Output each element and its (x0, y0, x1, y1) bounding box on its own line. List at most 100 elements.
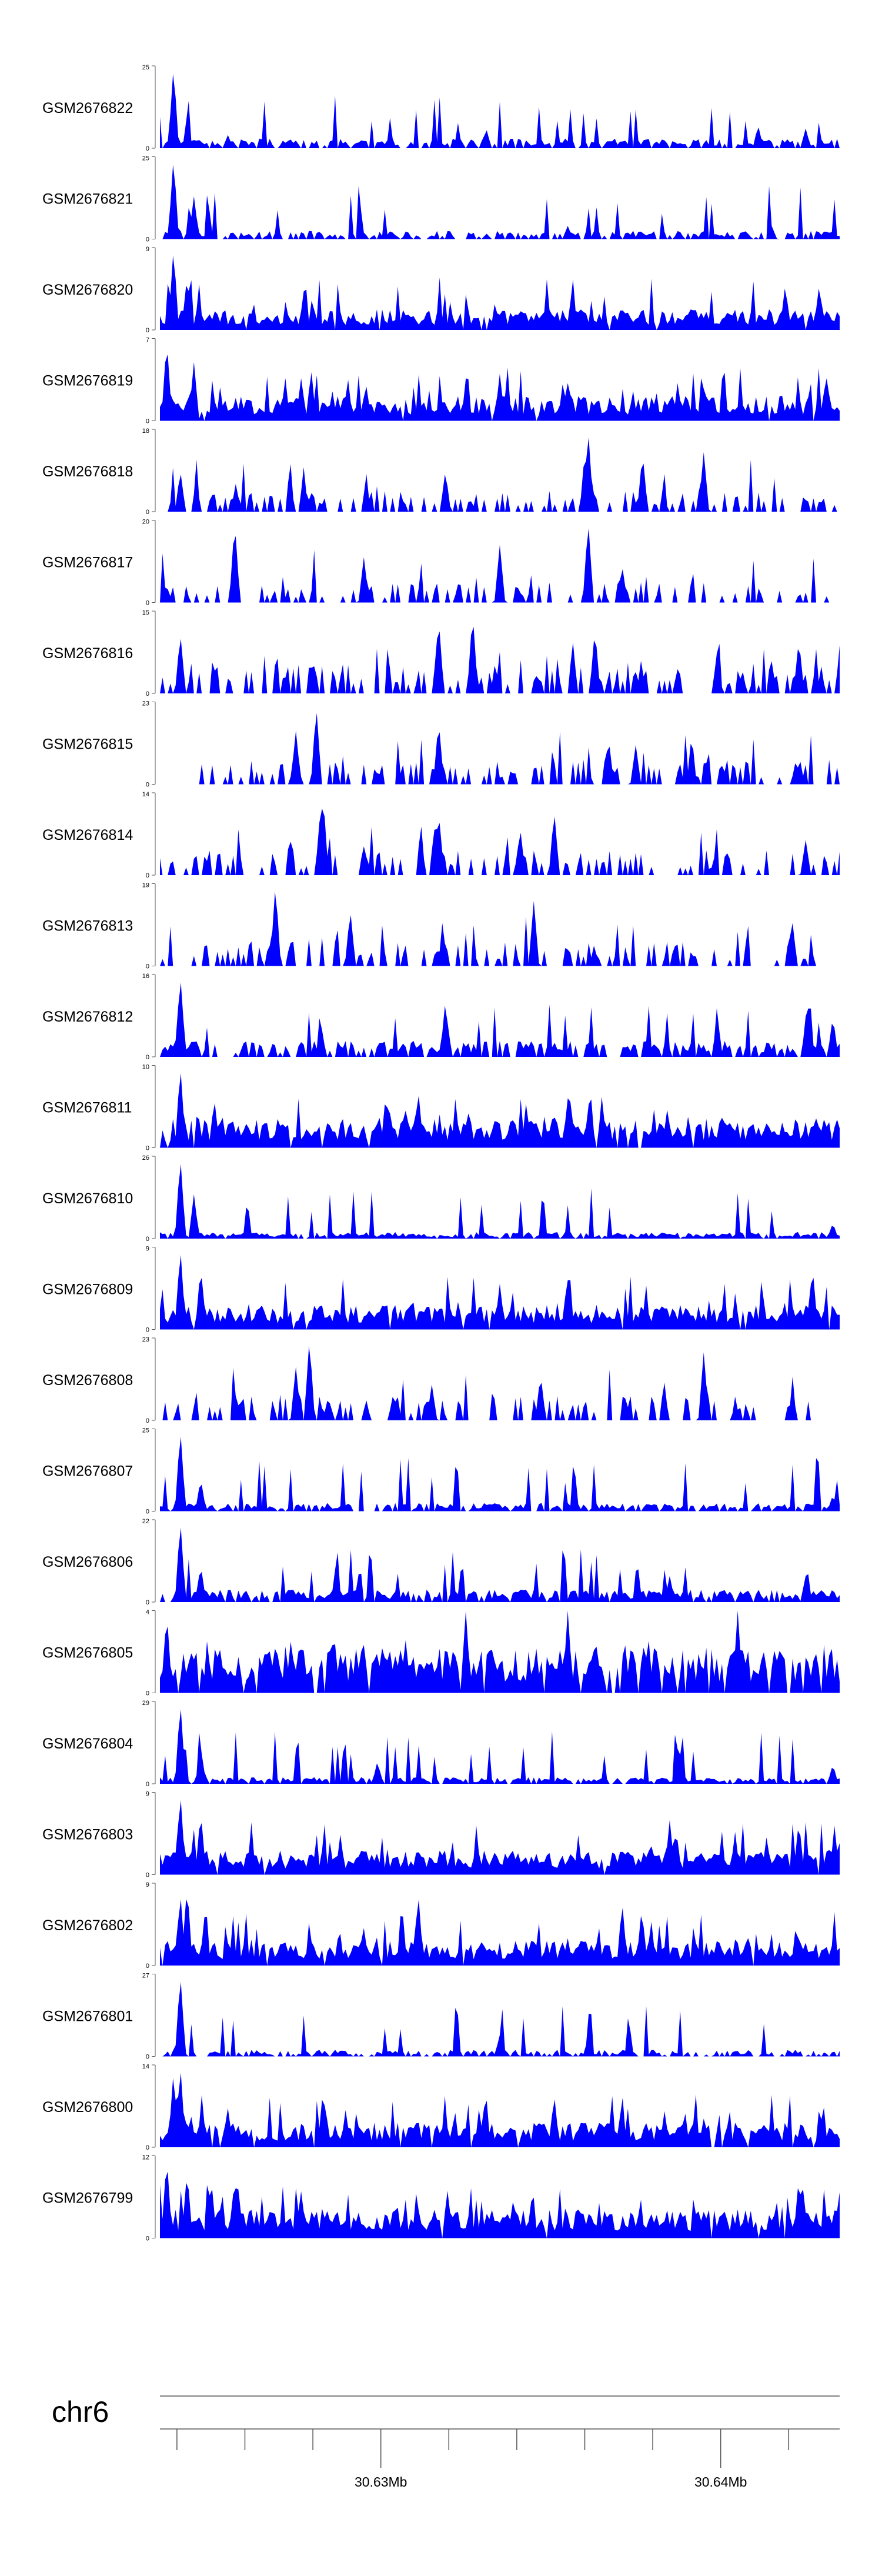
track-GSM2676807: GSM2676807 25 0 (42, 1427, 840, 1516)
track-GSM2676805: GSM2676805 4 0 (42, 1609, 840, 1697)
track-ymax-label: 18 (142, 428, 149, 435)
track-GSM2676821: GSM2676821 25 0 (42, 155, 840, 243)
track-ymin-label: 0 (146, 600, 149, 607)
track-ymin-label: 0 (146, 963, 149, 970)
track-ymin-label: 0 (146, 2144, 149, 2151)
track-signal-area (160, 808, 840, 875)
track-ymax-label: 7 (146, 337, 149, 344)
track-label: GSM2676820 (42, 282, 133, 298)
track-ymin-label: 0 (146, 236, 149, 243)
track-ymin-label: 0 (146, 1417, 149, 1424)
track-ymin-label: 0 (146, 690, 149, 698)
track-ymax-label: 25 (142, 155, 149, 162)
track-label: GSM2676804 (42, 1736, 133, 1752)
track-ymin-label: 0 (146, 509, 149, 516)
track-GSM2676817: GSM2676817 20 0 (42, 519, 840, 607)
track-signal-area (160, 892, 840, 966)
track-ymin-label: 0 (146, 2235, 149, 2243)
track-GSM2676812: GSM2676812 16 0 (42, 973, 840, 1061)
track-ymax-label: 25 (142, 1427, 149, 1434)
track-GSM2676808: GSM2676808 23 0 (42, 1336, 840, 1424)
track-ymax-label: 9 (146, 1246, 149, 1253)
track-ymin-label: 0 (146, 1690, 149, 1697)
track-ymin-label: 0 (146, 1963, 149, 1970)
track-ymax-label: 23 (142, 700, 149, 708)
track-ymax-label: 16 (142, 973, 149, 980)
track-label: GSM2676806 (42, 1554, 133, 1570)
track-signal-area (160, 1346, 840, 1420)
axis-tick-label: 30.64Mb (694, 2474, 747, 2490)
track-label: GSM2676800 (42, 2099, 133, 2115)
track-ymax-label: 9 (146, 1791, 149, 1798)
track-label: GSM2676816 (42, 645, 133, 662)
track-label: GSM2676801 (42, 2008, 133, 2025)
axis-tick-label: 30.63Mb (355, 2474, 407, 2490)
track-ymax-label: 9 (146, 246, 149, 253)
track-signal-area (160, 1709, 840, 1784)
track-label: GSM2676817 (42, 555, 133, 571)
track-ymin-label: 0 (146, 1781, 149, 1788)
track-label: GSM2676805 (42, 1645, 133, 1661)
track-label: GSM2676803 (42, 1827, 133, 1843)
track-ymax-label: 20 (142, 519, 149, 526)
track-GSM2676815: GSM2676815 23 0 (42, 700, 840, 789)
track-signal-area (160, 437, 840, 512)
track-label: GSM2676811 (42, 1100, 132, 1116)
track-GSM2676800: GSM2676800 14 0 (42, 2063, 840, 2151)
track-signal-area (160, 713, 840, 785)
track-ymax-label: 19 (142, 882, 149, 889)
track-signal-area (160, 1164, 840, 1239)
track-GSM2676801: GSM2676801 27 0 (42, 1973, 840, 2061)
track-label: GSM2676814 (42, 827, 133, 843)
track-label: GSM2676818 (42, 463, 133, 480)
track-ymax-label: 14 (142, 2063, 149, 2070)
track-GSM2676811: GSM2676811 10 0 (42, 1064, 840, 1152)
track-ymax-label: 23 (142, 1336, 149, 1343)
track-ymin-label: 0 (146, 1599, 149, 1606)
track-ymax-label: 29 (142, 1700, 149, 1707)
track-label: GSM2676802 (42, 1917, 133, 1934)
track-ymax-label: 12 (142, 2154, 149, 2161)
track-label: GSM2676819 (42, 373, 133, 389)
track-ymax-label: 9 (146, 1881, 149, 1888)
track-label: GSM2676807 (42, 1463, 133, 1480)
track-ymax-label: 10 (142, 1064, 149, 1071)
track-GSM2676799: GSM2676799 12 0 (42, 2154, 840, 2243)
track-ymin-label: 0 (146, 872, 149, 879)
track-signal-area (160, 1800, 840, 1875)
track-ymax-label: 15 (142, 609, 149, 616)
track-GSM2676822: GSM2676822 25 0 (42, 64, 840, 152)
track-ymax-label: 22 (142, 1518, 149, 1525)
track-signal-area (160, 165, 840, 239)
track-GSM2676803: GSM2676803 9 0 (42, 1791, 840, 1879)
track-ymax-label: 4 (146, 1609, 149, 1616)
track-label: GSM2676812 (42, 1009, 133, 1025)
genome-axis: chr6 30.63Mb 30.64Mb (52, 2395, 840, 2490)
track-label: GSM2676821 (42, 191, 133, 208)
track-ymin-label: 0 (146, 145, 149, 152)
track-signal-area (160, 255, 840, 330)
track-GSM2676813: GSM2676813 19 0 (42, 882, 840, 970)
track-ymax-label: 25 (142, 64, 149, 71)
track-signal-area (160, 1437, 840, 1511)
track-signal-area (160, 2171, 840, 2238)
track-ymin-label: 0 (146, 2054, 149, 2061)
track-ymin-label: 0 (146, 327, 149, 334)
track-ymin-label: 0 (146, 1327, 149, 1334)
track-signal-area (160, 626, 840, 693)
track-label: GSM2676822 (42, 100, 133, 116)
track-label: GSM2676799 (42, 2190, 133, 2207)
track-GSM2676816: GSM2676816 15 0 (42, 609, 840, 698)
track-GSM2676820: GSM2676820 9 0 (42, 246, 840, 334)
track-GSM2676806: GSM2676806 22 0 (42, 1518, 840, 1606)
track-label: GSM2676808 (42, 1372, 133, 1389)
track-signal-area (160, 982, 840, 1057)
track-signal-area (160, 1073, 840, 1148)
track-signal-area (160, 2073, 840, 2147)
track-signal-area (160, 1255, 840, 1330)
track-GSM2676804: GSM2676804 29 0 (42, 1700, 840, 1788)
track-ymax-label: 26 (142, 1154, 149, 1162)
track-ymin-label: 0 (146, 782, 149, 789)
track-label: GSM2676815 (42, 736, 133, 753)
axis-ticks: 30.63Mb 30.64Mb (176, 2429, 790, 2490)
